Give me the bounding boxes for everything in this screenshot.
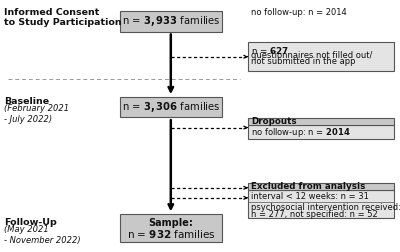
Bar [248, 42, 394, 71]
Text: Informed Consent
to Study Participation: Informed Consent to Study Participation [4, 8, 122, 27]
Bar [120, 97, 222, 117]
Bar [248, 118, 394, 125]
Text: Baseline: Baseline [4, 97, 49, 106]
Text: questionnaires not filled out/: questionnaires not filled out/ [251, 51, 372, 60]
Text: Follow-Up: Follow-Up [4, 218, 57, 227]
Bar [120, 214, 222, 242]
Text: n = $\mathbf{627}$: n = $\mathbf{627}$ [251, 45, 289, 56]
Text: n = $\mathbf{3,933}$ families: n = $\mathbf{3,933}$ families [122, 14, 220, 28]
Text: n = 277, not specified: n = 52: n = 277, not specified: n = 52 [251, 210, 378, 219]
Bar [248, 190, 394, 218]
Text: Excluded from analysis: Excluded from analysis [251, 182, 366, 191]
Text: no follow-up: n = 2014: no follow-up: n = 2014 [251, 8, 347, 17]
Text: psychosocial intervention received:: psychosocial intervention received: [251, 203, 400, 212]
Text: not submitted in the app: not submitted in the app [251, 57, 356, 66]
Text: no follow-up: n = $\mathbf{2014}$: no follow-up: n = $\mathbf{2014}$ [251, 125, 351, 139]
Text: n = $\mathbf{3,306}$ families: n = $\mathbf{3,306}$ families [122, 100, 220, 114]
Text: (February 2021
- July 2022): (February 2021 - July 2022) [4, 104, 69, 123]
Text: (May 2021
- November 2022): (May 2021 - November 2022) [4, 225, 81, 244]
Bar [248, 125, 394, 139]
Bar [248, 183, 394, 190]
Bar [120, 11, 222, 32]
Text: n = $\mathbf{932}$ families: n = $\mathbf{932}$ families [126, 228, 216, 240]
Text: interval < 12 weeks: n = 31: interval < 12 weeks: n = 31 [251, 192, 369, 201]
Text: Dropouts: Dropouts [251, 117, 297, 127]
Text: Sample:: Sample: [148, 217, 194, 228]
